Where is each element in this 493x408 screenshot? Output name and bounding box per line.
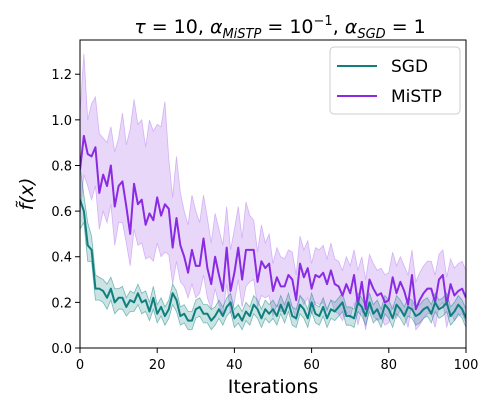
series-line-sgd — [80, 199, 466, 322]
confidence-band-mistp — [80, 53, 466, 331]
legend: SGD MiSTP — [329, 46, 461, 115]
y-tick-label: 1.2 — [51, 68, 72, 83]
y-tick-label: 0.0 — [51, 342, 72, 357]
legend-label-mistp: MiSTP — [391, 87, 442, 107]
title-eq-one: = 1 — [386, 16, 426, 38]
legend-label-sgd: SGD — [391, 57, 428, 77]
x-tick-label: 80 — [381, 358, 398, 373]
title-tau-eq: = 10, — [146, 16, 210, 38]
y-tick-label: 0.4 — [51, 251, 72, 266]
x-axis-label: Iterations — [228, 376, 319, 398]
confidence-band-sgd — [80, 165, 466, 331]
legend-box — [329, 46, 461, 115]
title-ten-exponent: −1 — [314, 14, 333, 29]
x-tick-label: 0 — [76, 358, 84, 373]
title-alpha-sgd: α — [345, 16, 358, 38]
chart-title: τ = 10, αMiSTP = 10−1, αSGD = 1 — [134, 14, 426, 42]
title-alpha-mistp: α — [210, 16, 223, 38]
title-mistp-subscript: MiSTP — [222, 27, 261, 42]
plot-area — [80, 53, 466, 331]
y-tick-label: 0.2 — [51, 296, 72, 311]
axes-frame — [79, 39, 467, 349]
series-line-mistp — [80, 134, 466, 311]
y-axis-label: f̃(x) — [16, 178, 38, 211]
x-tick-label: 20 — [149, 358, 166, 373]
title-eq-ten: = 10 — [261, 16, 313, 38]
x-tick-label: 40 — [226, 358, 243, 373]
x-tick-label: 100 — [454, 358, 479, 373]
axis-ticks: 0 20 40 60 80 100 0.0 0.2 0.4 0.6 0.8 1.0 1.2 — [51, 68, 478, 373]
title-tau: τ — [134, 16, 146, 38]
title-comma: , — [333, 16, 345, 38]
y-tick-label: 0.8 — [51, 159, 72, 174]
title-sgd-subscript: SGD — [357, 27, 385, 42]
y-tick-label: 0.6 — [51, 205, 72, 220]
y-tick-label: 1.0 — [51, 114, 72, 129]
x-tick-label: 60 — [303, 358, 320, 373]
